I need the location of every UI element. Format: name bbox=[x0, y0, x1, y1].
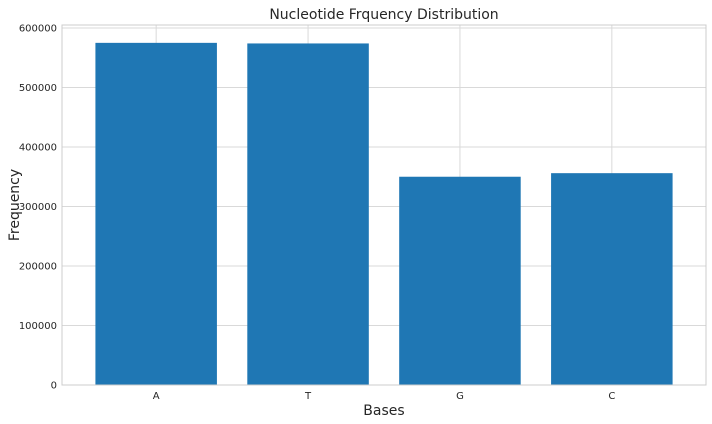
x-tick-label: A bbox=[153, 391, 160, 402]
plot-area-frame bbox=[61, 24, 707, 386]
y-tick-label: 400000 bbox=[19, 142, 57, 153]
x-axis-label: Bases bbox=[363, 403, 404, 419]
y-tick-label: 200000 bbox=[19, 261, 57, 272]
bar-c bbox=[551, 173, 673, 385]
y-tick-label: 100000 bbox=[19, 321, 57, 332]
y-tick-label: 500000 bbox=[19, 83, 57, 94]
chart-title: Nucleotide Frquency Distribution bbox=[269, 7, 498, 23]
x-tick-label: T bbox=[304, 391, 312, 402]
y-tick-label: 0 bbox=[51, 381, 57, 392]
bar-g bbox=[399, 176, 521, 385]
y-tick-label: 300000 bbox=[19, 202, 57, 213]
bar-a bbox=[95, 42, 217, 386]
bar-t bbox=[247, 43, 369, 385]
x-tick-label: C bbox=[608, 391, 615, 402]
y-axis-label: Frequency bbox=[7, 169, 23, 241]
x-tick-label: G bbox=[456, 391, 464, 402]
bars bbox=[95, 42, 673, 386]
y-tick-label: 600000 bbox=[19, 23, 57, 34]
y-tick-labels: 0 100000 200000 300000 400000 500000 600000 bbox=[19, 23, 57, 391]
